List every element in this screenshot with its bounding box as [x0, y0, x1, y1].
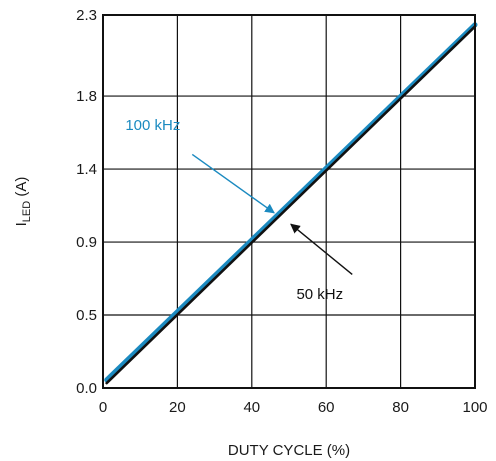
y-tick-label: 1.8	[76, 88, 97, 105]
plot-frame	[102, 14, 476, 389]
x-axis-title: DUTY CYCLE (%)	[228, 442, 350, 459]
y-axis-title-unit: (A)	[13, 177, 30, 201]
series-line-50-khz	[105, 25, 477, 385]
x-tick-label: 20	[169, 399, 186, 416]
x-tick-label: 100	[462, 399, 487, 416]
annotation-label-100-khz: 100 kHz	[125, 117, 180, 134]
y-tick-label: 2.3	[76, 7, 97, 24]
annotation-label-50-khz: 50 kHz	[296, 286, 343, 303]
y-axis-title: ILED (A)	[13, 177, 33, 227]
annotation-arrow-50-khz	[290, 223, 353, 276]
x-tick-label: 80	[392, 399, 409, 416]
grid	[103, 15, 475, 388]
y-tick-label: 0.0	[76, 380, 97, 397]
x-tick-label: 40	[243, 399, 260, 416]
y-tick-label: 0.5	[76, 307, 97, 324]
series-line-100-khz	[104, 22, 478, 383]
y-tick-label: 0.9	[76, 234, 97, 251]
y-tick-labels: 0.0 0.5 0.9 1.4 1.8 2.3	[76, 7, 97, 397]
y-axis-title-main: I	[13, 222, 30, 226]
y-axis-title-subscript: LED	[21, 201, 33, 222]
x-tick-labels: 0 20 40 60 80 100	[99, 399, 488, 416]
annotations: 100 kHz 50 kHz	[125, 117, 353, 303]
series-group	[104, 22, 478, 385]
annotation-arrow-100-khz	[191, 153, 275, 214]
x-tick-label: 0	[99, 399, 107, 416]
x-tick-label: 60	[318, 399, 335, 416]
y-tick-label: 1.4	[76, 161, 97, 178]
